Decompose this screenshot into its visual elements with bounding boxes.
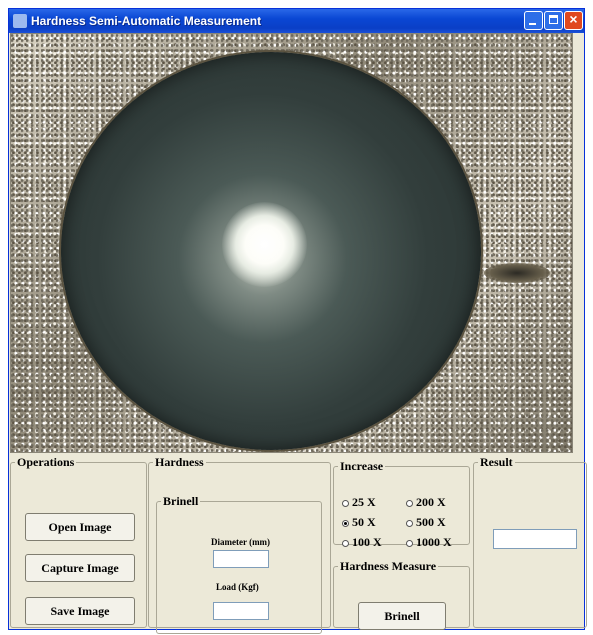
save-image-button[interactable]: Save Image (25, 597, 135, 625)
radio-icon (342, 499, 349, 507)
radio-label: 500 X (416, 515, 446, 529)
minimize-button[interactable] (524, 11, 543, 30)
magnification-50x-radio[interactable]: 50 X (342, 515, 376, 530)
app-icon (13, 14, 27, 28)
operations-group: Operations Open Image Capture Image Save… (10, 455, 147, 628)
radio-label: 200 X (416, 495, 446, 509)
brinell-group: Brinell Diameter (mm) Load (Kgf) (156, 494, 322, 634)
load-input[interactable] (213, 602, 269, 620)
maximize-icon (549, 15, 558, 24)
close-button[interactable]: × (564, 11, 583, 30)
radio-icon (406, 519, 413, 527)
capture-image-button[interactable]: Capture Image (25, 554, 135, 582)
open-image-button[interactable]: Open Image (25, 513, 135, 541)
increase-legend: Increase (340, 459, 384, 473)
load-label: Load (Kgf) (216, 582, 259, 592)
radio-selected-icon (342, 519, 349, 527)
radio-label: 25 X (352, 495, 376, 509)
hardness-measure-legend: Hardness Measure (340, 559, 437, 573)
image-viewer (10, 33, 573, 453)
magnification-1000x-radio[interactable]: 1000 X (406, 535, 452, 550)
radio-label: 1000 X (416, 535, 452, 549)
radio-icon (406, 499, 413, 507)
hardness-measure-group: Hardness Measure Brinell (333, 559, 470, 630)
increase-group: Increase 25 X 200 X 50 X 500 X 100 X 100… (333, 459, 470, 549)
magnification-200x-radio[interactable]: 200 X (406, 495, 446, 510)
diameter-input[interactable] (213, 550, 269, 568)
hardness-legend: Hardness (155, 455, 204, 469)
diameter-label: Diameter (mm) (211, 537, 271, 547)
radio-label: 100 X (352, 535, 382, 549)
window-title: Hardness Semi-Automatic Measurement (31, 14, 262, 28)
light-reflection (222, 202, 307, 287)
close-icon: × (569, 11, 578, 27)
title-bar[interactable]: Hardness Semi-Automatic Measurement × (9, 9, 584, 33)
brinell-button[interactable]: Brinell (358, 602, 446, 630)
result-legend: Result (480, 455, 513, 469)
radio-label: 50 X (352, 515, 376, 529)
magnification-100x-radio[interactable]: 100 X (342, 535, 382, 550)
radio-icon (342, 539, 349, 547)
result-field[interactable] (493, 529, 577, 549)
radio-icon (406, 539, 413, 547)
result-group: Result (473, 455, 587, 628)
hardness-group: Hardness Brinell Diameter (mm) Load (Kgf… (148, 455, 331, 634)
operations-legend: Operations (17, 455, 75, 469)
surface-scratch (484, 263, 550, 283)
brinell-legend: Brinell (163, 494, 199, 508)
magnification-25x-radio[interactable]: 25 X (342, 495, 376, 510)
minimize-icon (529, 23, 536, 25)
magnification-500x-radio[interactable]: 500 X (406, 515, 446, 530)
maximize-button[interactable] (544, 11, 563, 30)
